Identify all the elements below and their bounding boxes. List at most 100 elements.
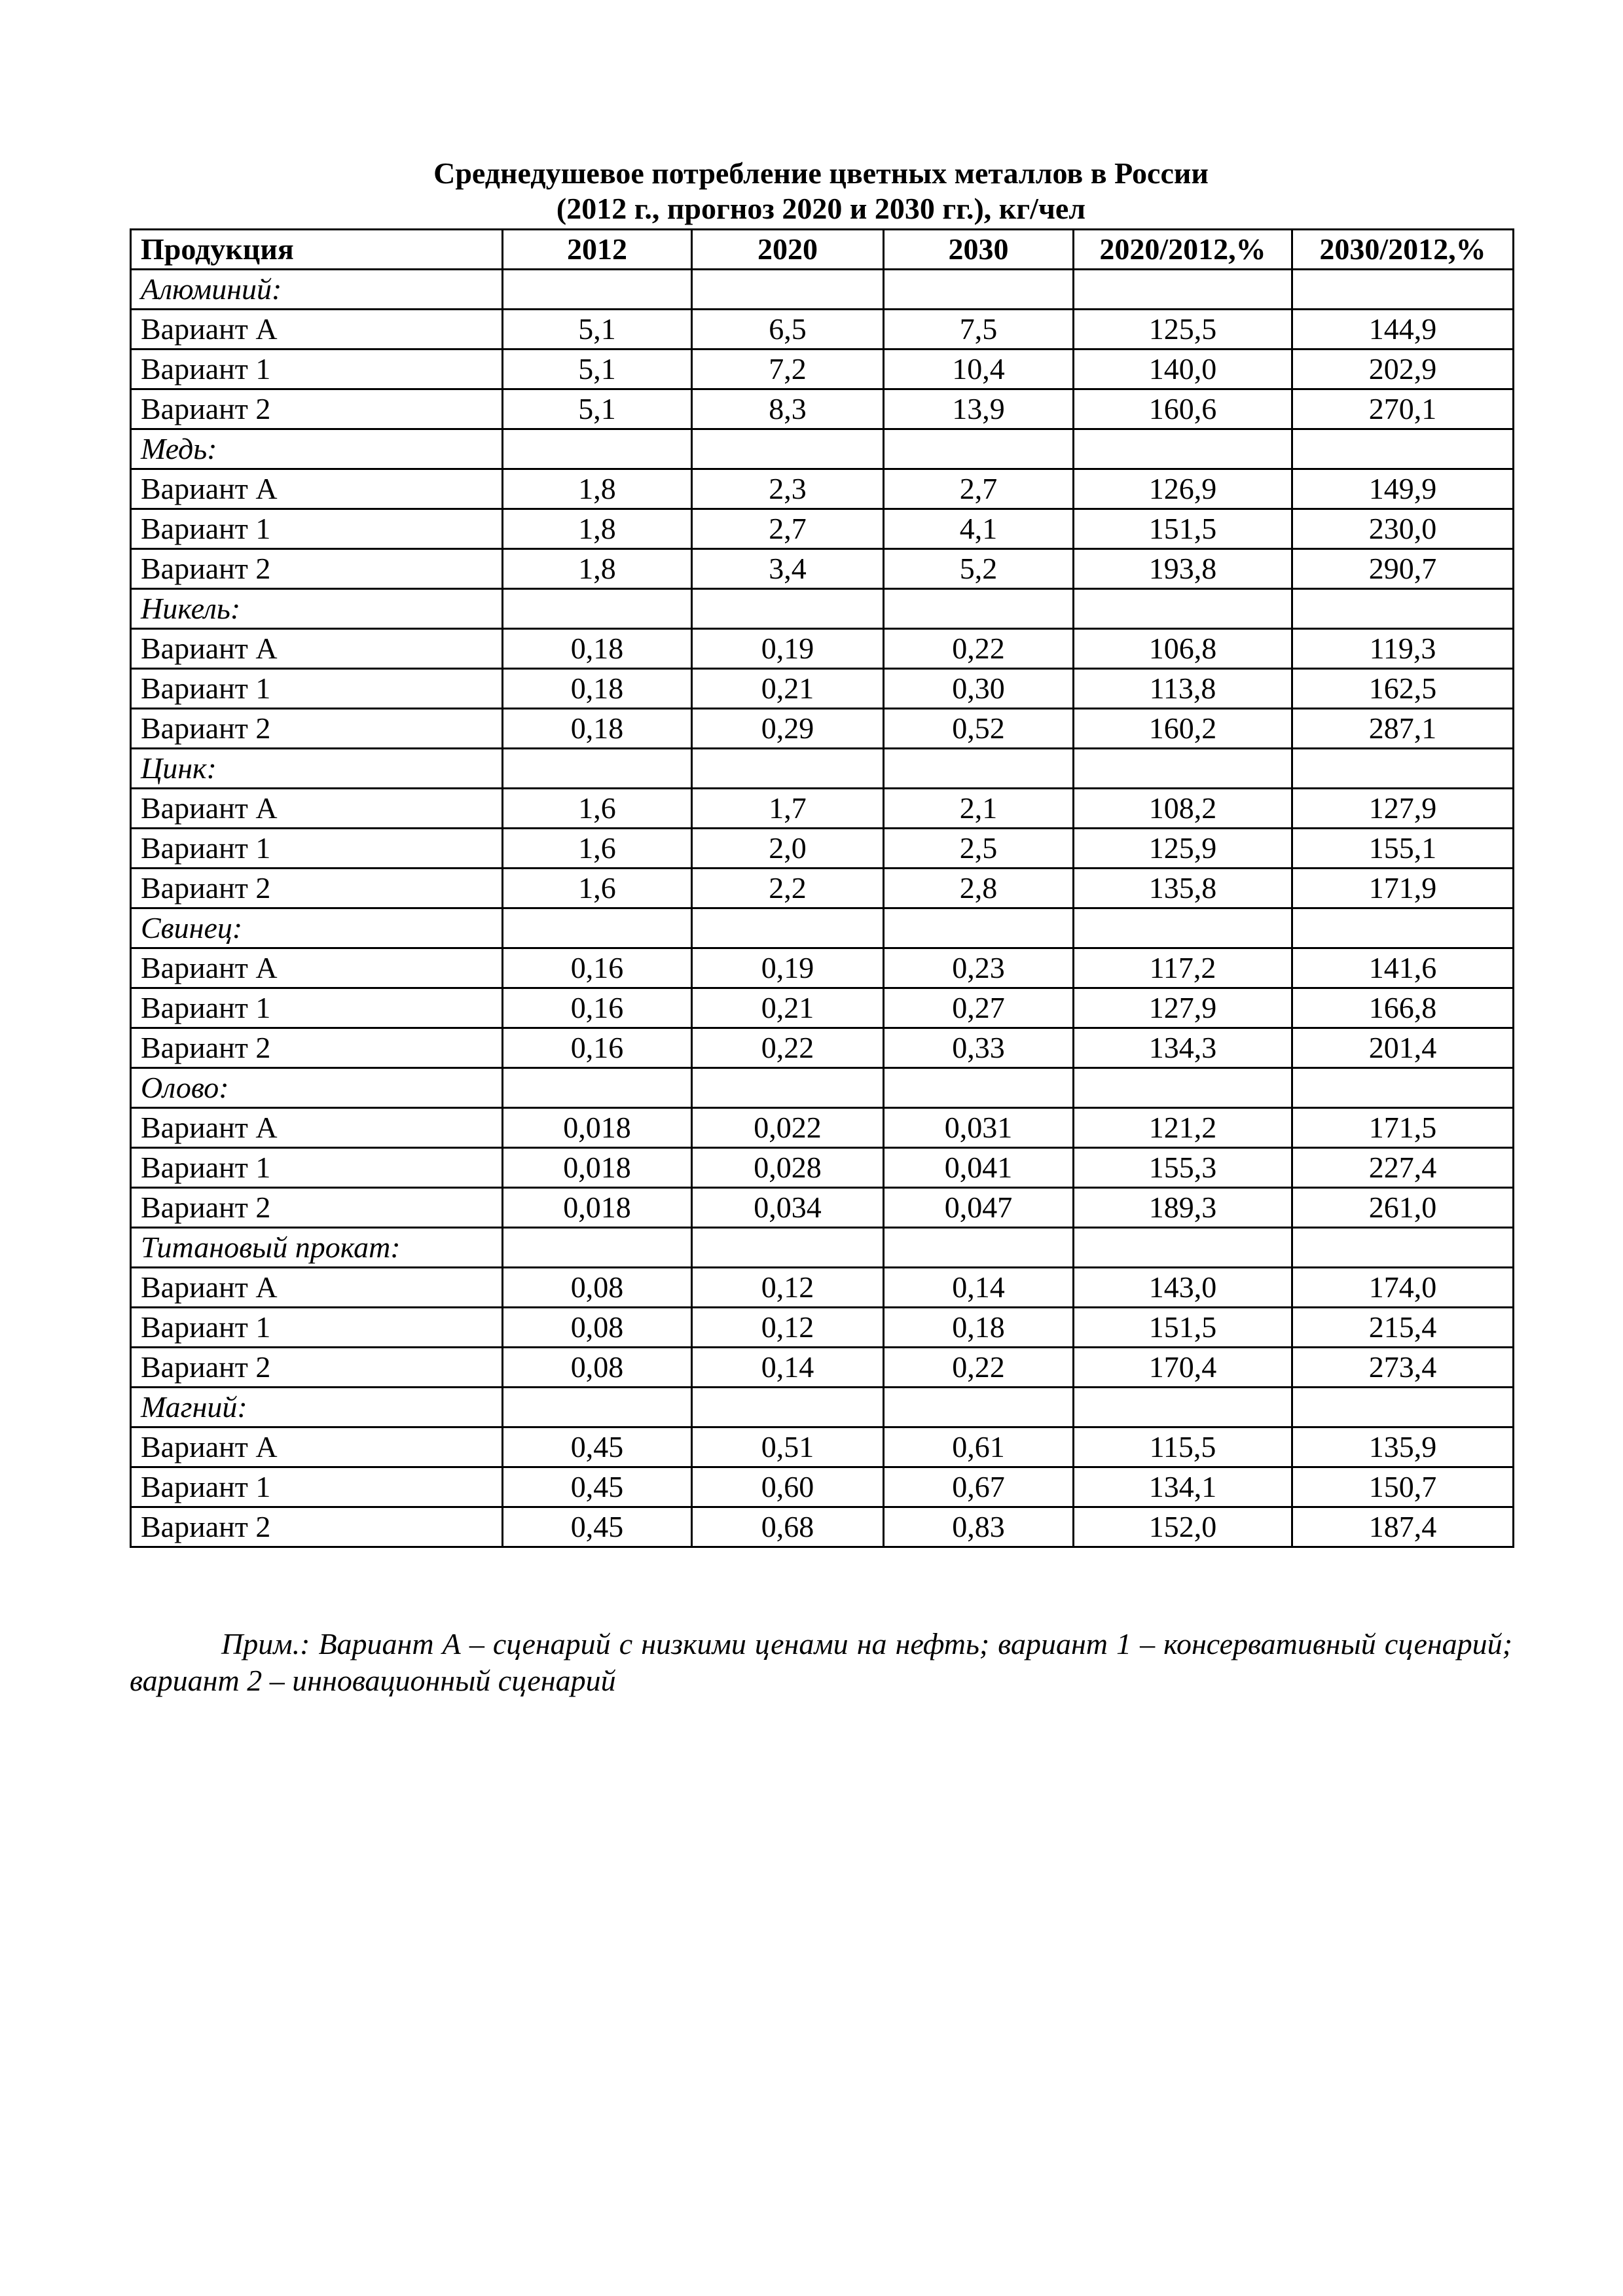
- table-row: Вариант А 0,45 0,51 0,61 115,5 135,9: [130, 1426, 1514, 1468]
- cell-2030: 2,5: [883, 827, 1074, 869]
- group-row: Медь:: [130, 428, 1514, 470]
- table-row: Вариант 1 1,8 2,7 4,1 151,5 230,0: [130, 508, 1514, 550]
- cell-2020: 0,19: [691, 628, 884, 670]
- cell-2030: 2,7: [883, 468, 1074, 510]
- cell-label: Вариант А: [130, 1266, 503, 1308]
- cell-label: Вариант 1: [130, 827, 503, 869]
- empty-cell: [883, 1227, 1074, 1268]
- cell-2012: 1,6: [501, 867, 693, 909]
- empty-cell: [691, 747, 884, 789]
- cell-2012: 5,1: [501, 388, 693, 430]
- cell-2020: 2,2: [691, 867, 884, 909]
- cell-2020: 1,7: [691, 787, 884, 829]
- cell-2030-2012-pct: 215,4: [1291, 1306, 1514, 1348]
- cell-2030: 10,4: [883, 348, 1074, 390]
- empty-cell: [1072, 268, 1293, 310]
- empty-cell: [501, 428, 693, 470]
- cell-2030: 0,22: [883, 1346, 1074, 1388]
- empty-cell: [501, 747, 693, 789]
- cell-label: Вариант 2: [130, 1346, 503, 1388]
- cell-2020: 0,028: [691, 1147, 884, 1189]
- table-row: Вариант 1 1,6 2,0 2,5 125,9 155,1: [130, 827, 1514, 869]
- cell-2030: 0,33: [883, 1027, 1074, 1069]
- header-2020-2012-pct: 2020/2012,%: [1072, 228, 1293, 270]
- empty-cell: [501, 588, 693, 630]
- empty-cell: [883, 907, 1074, 949]
- cell-2030-2012-pct: 174,0: [1291, 1266, 1514, 1308]
- cell-2030: 0,041: [883, 1147, 1074, 1189]
- cell-2012: 0,18: [501, 628, 693, 670]
- cell-2020-2012-pct: 121,2: [1072, 1107, 1293, 1149]
- cell-2012: 0,16: [501, 987, 693, 1029]
- cell-label: Вариант А: [130, 468, 503, 510]
- cell-2012: 0,08: [501, 1346, 693, 1388]
- cell-2012: 1,8: [501, 468, 693, 510]
- empty-cell: [883, 747, 1074, 789]
- cell-label: Вариант 1: [130, 348, 503, 390]
- cell-2020: 0,51: [691, 1426, 884, 1468]
- cell-2030: 5,2: [883, 548, 1074, 590]
- header-2030: 2030: [883, 228, 1074, 270]
- cell-2020: 8,3: [691, 388, 884, 430]
- cell-2020-2012-pct: 189,3: [1072, 1187, 1293, 1229]
- group-name: Цинк:: [130, 747, 503, 789]
- table-row: Вариант А 0,018 0,022 0,031 121,2 171,5: [130, 1107, 1514, 1149]
- cell-2030-2012-pct: 202,9: [1291, 348, 1514, 390]
- cell-2030: 2,1: [883, 787, 1074, 829]
- cell-label: Вариант 1: [130, 987, 503, 1029]
- table-row: Вариант 1 0,18 0,21 0,30 113,8 162,5: [130, 668, 1514, 709]
- cell-2030: 4,1: [883, 508, 1074, 550]
- group-row: Магний:: [130, 1386, 1514, 1428]
- cell-2030-2012-pct: 290,7: [1291, 548, 1514, 590]
- cell-2030-2012-pct: 141,6: [1291, 947, 1514, 989]
- table-title-line-2: (2012 г., прогноз 2020 и 2030 гг.), кг/ч…: [556, 192, 1086, 225]
- table-row: Вариант 2 1,6 2,2 2,8 135,8 171,9: [130, 867, 1514, 909]
- cell-2030-2012-pct: 171,9: [1291, 867, 1514, 909]
- cell-2030: 0,67: [883, 1466, 1074, 1508]
- cell-label: Вариант 1: [130, 1147, 503, 1189]
- cell-2020: 0,12: [691, 1266, 884, 1308]
- cell-2030: 7,5: [883, 308, 1074, 350]
- empty-cell: [691, 428, 884, 470]
- cell-2020-2012-pct: 135,8: [1072, 867, 1293, 909]
- empty-cell: [691, 1386, 884, 1428]
- cell-2030: 0,83: [883, 1506, 1074, 1548]
- table-row: Вариант 2 5,1 8,3 13,9 160,6 270,1: [130, 388, 1514, 430]
- table-row: Вариант 1 0,45 0,60 0,67 134,1 150,7: [130, 1466, 1514, 1508]
- group-row: Алюминий:: [130, 268, 1514, 310]
- empty-cell: [883, 588, 1074, 630]
- cell-2020: 0,29: [691, 708, 884, 749]
- group-row: Олово:: [130, 1067, 1514, 1109]
- cell-2020-2012-pct: 143,0: [1072, 1266, 1293, 1308]
- cell-2012: 0,08: [501, 1306, 693, 1348]
- cell-2020-2012-pct: 115,5: [1072, 1426, 1293, 1468]
- table-title-line-1: Среднедушевое потребление цветных металл…: [433, 156, 1209, 190]
- cell-label: Вариант А: [130, 1426, 503, 1468]
- group-row: Цинк:: [130, 747, 1514, 789]
- cell-2020-2012-pct: 134,1: [1072, 1466, 1293, 1508]
- empty-cell: [1072, 747, 1293, 789]
- cell-label: Вариант 2: [130, 1027, 503, 1069]
- cell-label: Вариант 1: [130, 508, 503, 550]
- cell-2012: 0,45: [501, 1506, 693, 1548]
- cell-2030-2012-pct: 270,1: [1291, 388, 1514, 430]
- cell-2020: 0,68: [691, 1506, 884, 1548]
- cell-2030-2012-pct: 149,9: [1291, 468, 1514, 510]
- empty-cell: [1291, 1386, 1514, 1428]
- cell-2020: 3,4: [691, 548, 884, 590]
- empty-cell: [1291, 747, 1514, 789]
- cell-2012: 0,45: [501, 1466, 693, 1508]
- cell-2030-2012-pct: 135,9: [1291, 1426, 1514, 1468]
- cell-2020-2012-pct: 170,4: [1072, 1346, 1293, 1388]
- cell-2020: 2,0: [691, 827, 884, 869]
- table-row: Вариант 2 1,8 3,4 5,2 193,8 290,7: [130, 548, 1514, 590]
- cell-2020: 6,5: [691, 308, 884, 350]
- cell-2020-2012-pct: 151,5: [1072, 508, 1293, 550]
- cell-2030: 2,8: [883, 867, 1074, 909]
- cell-label: Вариант А: [130, 947, 503, 989]
- cell-label: Вариант 2: [130, 388, 503, 430]
- empty-cell: [1291, 1227, 1514, 1268]
- cell-2030: 0,14: [883, 1266, 1074, 1308]
- empty-cell: [691, 268, 884, 310]
- cell-2030: 0,18: [883, 1306, 1074, 1348]
